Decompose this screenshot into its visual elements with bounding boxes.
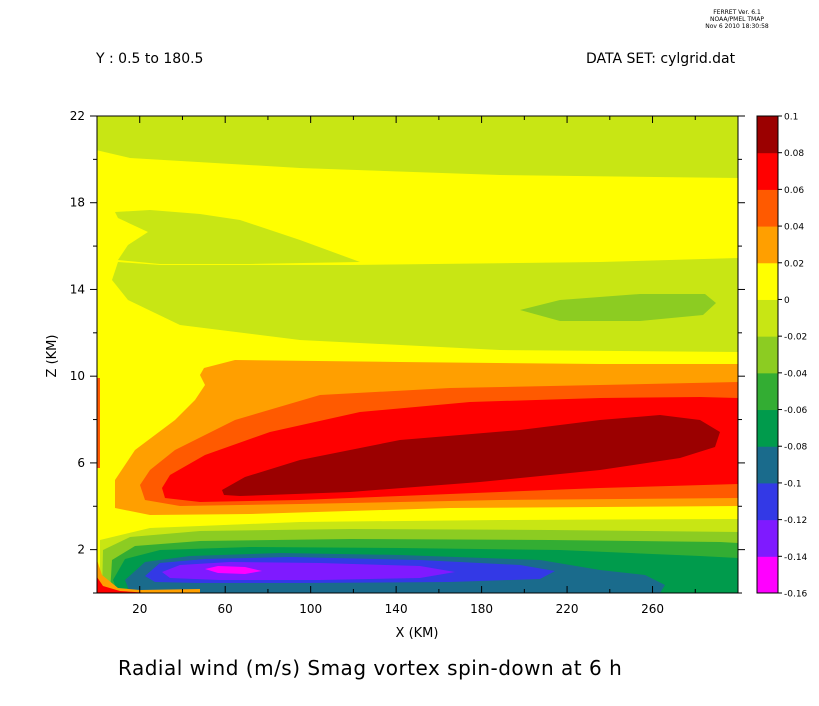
contour-fields [97,116,738,593]
colorbar-tick-label: -0.14 [784,553,808,563]
chart-title: Radial wind (m/s) Smag vortex spin-down … [118,656,623,680]
colorbar-tick-label: 0.1 [784,113,798,123]
y-tick-label: 10 [70,369,85,383]
field-neg-0.02-lower [115,210,360,264]
field-neg-0.04-upper [520,294,716,321]
field-surface-hot [97,577,150,593]
colorbar-swatch [757,446,778,484]
x-tick-label: 20 [132,602,147,616]
field-neg-0.16 [205,566,262,574]
x-tick-label: 180 [470,602,493,616]
colorbar-tick-label: 0.04 [784,223,804,233]
colorbar-tick-label: -0.16 [784,590,808,600]
ferret-version-stamp: FERRET Ver. 6.1 NOAA/PMEL TMAP Nov 6 201… [695,9,779,30]
colorbar-tick-label: 0.08 [784,149,804,159]
colorbar-swatch [757,152,778,190]
y-tick-label: 2 [77,543,85,557]
colorbar: -0.16 -0.14 -0.12 -0.1 -0.08 -0.06 -0.04 -0.02 0… [756,113,808,600]
dataset-label: DATA SET: cylgrid.dat [586,51,736,67]
x-tick-label: 100 [299,602,322,616]
colorbar-tick-label: 0.02 [784,259,804,269]
x-tick-label: 220 [556,602,579,616]
colorbar-swatch [757,519,778,557]
plot-frame [96,115,739,594]
y-axis-ticks: 2 6 10 14 18 22 [70,109,745,594]
slice-label: Y : 0.5 to 180.5 [96,51,204,67]
colorbar-swatch [757,372,778,411]
colorbar-swatch [757,409,778,447]
field-neg-0.14 [162,562,455,580]
colorbar-tick-label: -0.04 [784,369,808,379]
colorbar-swatch [757,299,778,337]
colorbar-tick-label: -0.06 [784,406,808,416]
x-tick-label: 140 [385,602,408,616]
colorbar-swatch [757,226,778,264]
colorbar-swatch [757,262,778,300]
colorbar-tick-label: -0.08 [784,443,808,453]
colorbar-swatch [757,116,778,154]
y-axis-label: Z (KM) [45,335,60,378]
colorbar-swatch [757,189,778,227]
y-tick-label: 14 [70,282,85,296]
x-axis-ticks: 20 60 100 140 180 220 260 [96,116,739,616]
x-tick-label: 60 [218,602,233,616]
version-line: NOAA/PMEL TMAP [710,16,764,23]
version-line: Nov 6 2010 18:30:58 [705,23,769,30]
colorbar-swatch [757,482,778,521]
colorbar-swatch [757,556,778,594]
x-axis-label: X (KM) [396,626,439,641]
y-tick-label: 22 [70,109,85,123]
version-line: FERRET Ver. 6.1 [713,9,761,16]
colorbar-tick-label: 0.06 [784,186,804,196]
field-edge-strip [97,378,100,468]
colorbar-tick-label: -0.1 [784,479,802,489]
colorbar-frame [756,115,779,594]
colorbar-tick-label: -0.02 [784,333,807,343]
x-tick-label: 260 [641,602,664,616]
y-tick-label: 18 [70,196,85,210]
colorbar-tick-label: -0.12 [784,516,807,526]
y-tick-label: 6 [77,456,85,470]
colorbar-tick-label: 0 [784,296,790,306]
field-pos-0.08 [222,415,720,496]
colorbar-swatch [757,336,778,374]
